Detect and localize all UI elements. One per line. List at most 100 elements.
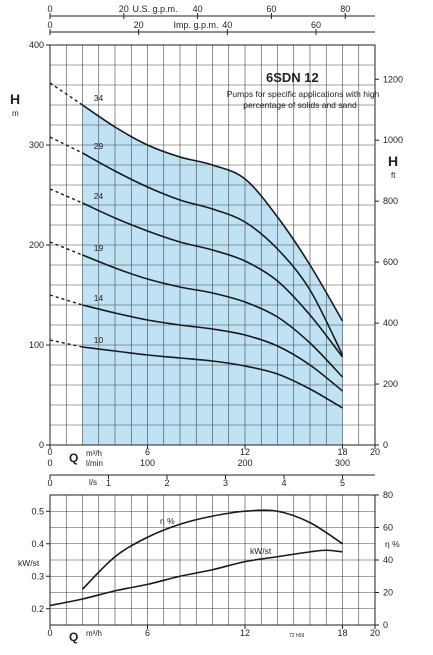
eta-axis-label: η % [385, 539, 400, 549]
head-curves [49, 82, 344, 409]
impgpm-axis: 0 20 40 60 Imp. g.p.m. [47, 20, 375, 35]
bottom-x-tick-label: 0 [47, 628, 52, 638]
chart-subtitle-line2: percentage of solids and sand [243, 100, 357, 110]
right-h-axis: 0 200 400 600 800 1000 1200 [375, 74, 403, 450]
left-h-tick-label: 200 [29, 240, 44, 250]
kw-tick-label: 0.3 [31, 571, 44, 581]
eta-tick-label: 0 [383, 620, 388, 630]
left-h-tick-label: 100 [29, 340, 44, 350]
bottom-x-axis: 0 6 12 18 20 [47, 625, 380, 638]
bottom-x-tick-label: 12 [240, 628, 250, 638]
top-chart-grid [50, 45, 375, 445]
ls-tick-label: 1 [106, 478, 111, 488]
lmin-tick-label: 0 [47, 458, 52, 468]
impgpm-tick-label: 20 [134, 20, 144, 30]
eta-axis: 0 20 40 60 80 [375, 490, 393, 630]
kw-axis: 0.2 0.3 0.4 0.5 [31, 506, 50, 614]
right-h-tick-label: 400 [383, 318, 398, 328]
ls-tick-label: 2 [164, 478, 169, 488]
left-h-tick-label: 300 [29, 140, 44, 150]
chart-subtitle-line1: Pumps for specific applications with hig… [227, 89, 380, 99]
curve-label-34: 34 [94, 93, 104, 103]
m3h-tick-label: 0 [47, 447, 52, 457]
curve-label-24: 24 [94, 191, 104, 201]
right-h-tick-label: 800 [383, 196, 398, 206]
left-h-label: H [10, 91, 20, 107]
lmin-unit: l/min [86, 459, 103, 468]
kw-curve-label: kW/st [250, 546, 272, 556]
ls-tick-label: 5 [340, 478, 345, 488]
right-h-tick-label: 1000 [383, 135, 403, 145]
left-h-tick-label: 0 [39, 440, 44, 450]
bottom-x-tick-label: 20 [370, 628, 380, 638]
left-h-unit: m [12, 109, 19, 118]
ls-axis: 0 1 2 3 4 5 [47, 474, 375, 488]
q-label-bottom: Q [69, 630, 78, 644]
head-curve-19 [82, 254, 344, 378]
head-curve-24 [82, 202, 344, 358]
power-curve [49, 549, 343, 607]
head-curve-extrapolation-29 [49, 136, 83, 154]
credit-text: 72 h59 [289, 633, 305, 639]
curve-label-10: 10 [94, 335, 104, 345]
head-curve-34 [82, 104, 344, 322]
usgpm-tick-label: 40 [193, 4, 203, 14]
lmin-tick-label: 300 [335, 458, 350, 468]
bottom-chart-grid [50, 495, 375, 625]
impgpm-tick-label: 0 [47, 20, 52, 30]
ls-unit: l/s [89, 478, 97, 487]
lmin-tick-label: 100 [140, 458, 155, 468]
ls-tick-label: 3 [223, 478, 228, 488]
bottom-x-tick-label: 6 [145, 628, 150, 638]
ls-tick-label: 0 [47, 478, 52, 488]
right-h-tick-label: 200 [383, 379, 398, 389]
right-h-tick-label: 600 [383, 257, 398, 267]
head-curve-10 [82, 346, 343, 409]
right-h-tick-label: 1200 [383, 74, 403, 84]
power-efficiency-curves [49, 509, 343, 607]
head-curve-extrapolation-34 [49, 82, 83, 106]
usgpm-axis: 0 20 40 60 80 U.S. g.p.m. [47, 4, 375, 19]
eta-tick-label: 20 [383, 588, 393, 598]
lmin-axis: 0 100 200 300 [47, 458, 350, 468]
right-h-label: H [388, 153, 398, 169]
m3h-tick-label: 18 [337, 447, 347, 457]
bottom-x-tick-label: 18 [337, 628, 347, 638]
usgpm-unit-label: U.S. g.p.m. [132, 4, 177, 14]
curve-labels: 34 29 24 19 14 10 [94, 93, 104, 345]
curve-label-29: 29 [94, 141, 104, 151]
impgpm-tick-label: 60 [311, 20, 321, 30]
head-curve-29 [82, 152, 344, 356]
m3h-unit: m³/h [86, 449, 102, 458]
q-label-top: Q [69, 451, 78, 465]
m3h-tick-label: 12 [240, 447, 250, 457]
curve-label-14: 14 [94, 293, 104, 303]
usgpm-tick-label: 0 [47, 4, 52, 14]
m3h-unit-bottom: m³/h [86, 629, 102, 638]
eta-tick-label: 40 [383, 555, 393, 565]
m3h-axis: 0 6 12 18 20 [47, 445, 380, 457]
eta-curve-label: η % [160, 516, 175, 526]
chart-title: 6SDN 12 [266, 70, 319, 85]
impgpm-tick-label: 40 [222, 20, 232, 30]
ls-tick-label: 4 [281, 478, 286, 488]
efficiency-curve [81, 509, 343, 590]
usgpm-tick-label: 20 [119, 4, 129, 14]
impgpm-unit-label: Imp. g.p.m. [173, 20, 218, 30]
eta-tick-label: 60 [383, 523, 393, 533]
usgpm-tick-label: 60 [266, 4, 276, 14]
lmin-tick-label: 200 [237, 458, 252, 468]
head-curve-14 [82, 304, 343, 392]
kw-tick-label: 0.5 [31, 506, 44, 516]
usgpm-tick-label: 80 [340, 4, 350, 14]
kw-axis-label: kW/st [18, 558, 40, 568]
left-h-axis: 0 100 200 300 400 [29, 40, 50, 450]
curve-label-19: 19 [94, 243, 104, 253]
eta-tick-label: 80 [383, 490, 393, 500]
m3h-tick-label: 20 [370, 447, 380, 457]
m3h-tick-label: 6 [145, 447, 150, 457]
right-h-tick-label: 0 [383, 440, 388, 450]
right-h-unit: ft [391, 171, 396, 180]
kw-tick-label: 0.4 [31, 539, 44, 549]
